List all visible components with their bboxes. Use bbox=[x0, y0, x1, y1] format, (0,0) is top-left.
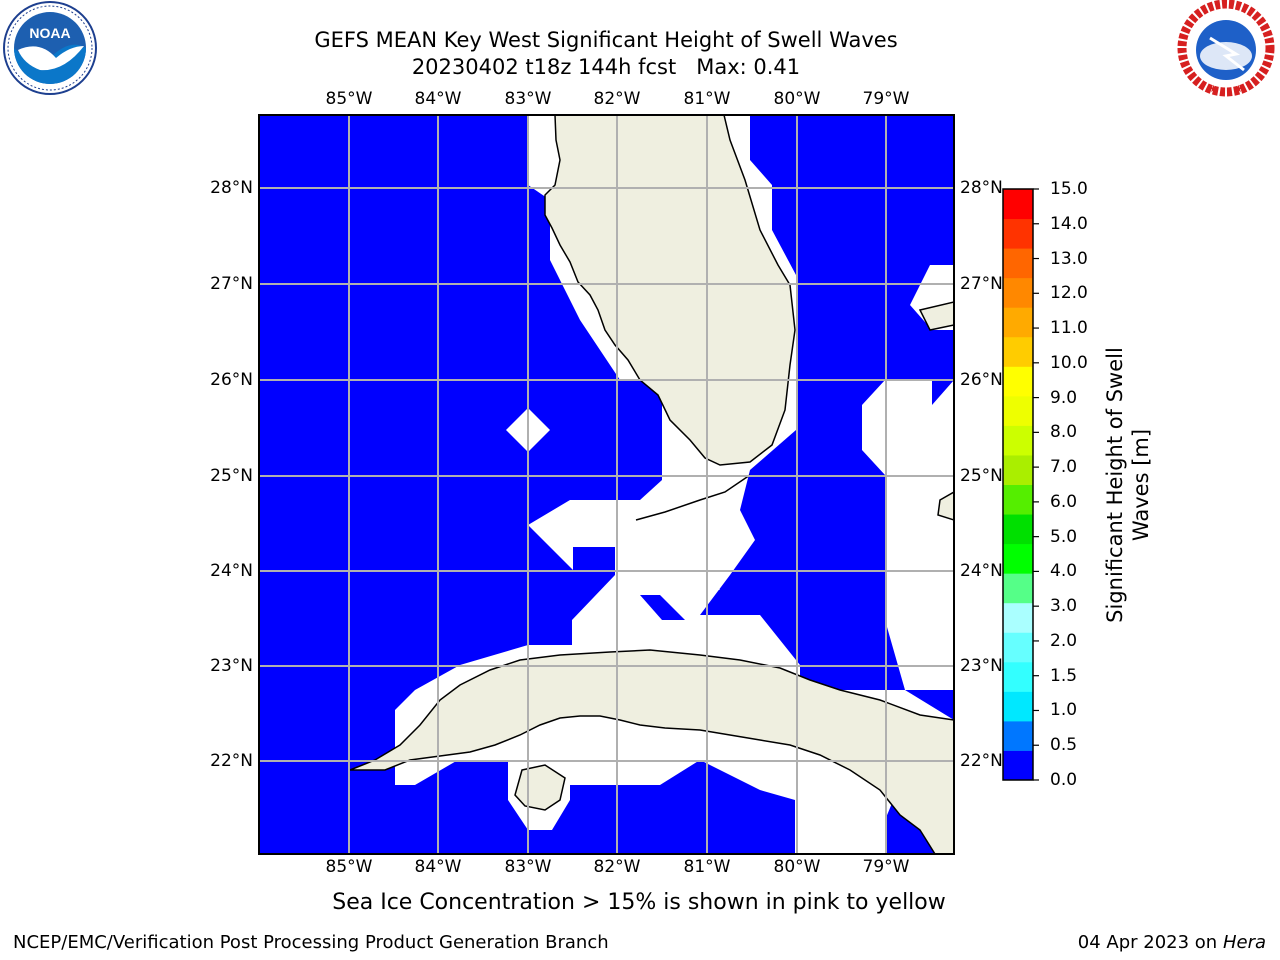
colorbar-tick-label: 6.0 bbox=[1050, 491, 1078, 512]
colorbar-frame bbox=[1002, 188, 1034, 781]
colorbar-tick-label: 0.0 bbox=[1050, 770, 1078, 790]
colorbar-tick-label: 7.0 bbox=[1050, 457, 1078, 478]
lat-label-left: 28°N bbox=[210, 178, 253, 198]
colorbar-bin bbox=[1003, 514, 1033, 545]
map-frame bbox=[258, 114, 955, 855]
lat-label-left: 23°N bbox=[210, 656, 253, 676]
noaa-logo: NOAA bbox=[3, 1, 97, 95]
lat-label-left: 25°N bbox=[210, 466, 253, 486]
lat-label-right: 23°N bbox=[960, 656, 1003, 676]
lon-label-top: 83°W bbox=[504, 89, 552, 109]
colorbar-tick-label: 14.0 bbox=[1050, 213, 1088, 234]
colorbar-bin bbox=[1003, 632, 1033, 663]
colorbar-bin bbox=[1003, 720, 1033, 751]
credit-machine: Hera bbox=[1222, 932, 1266, 953]
lon-label-top: 82°W bbox=[593, 89, 641, 109]
svg-text:★: ★ bbox=[1234, 84, 1243, 95]
colorbar-bin bbox=[1003, 602, 1033, 633]
colorbar bbox=[1002, 188, 1039, 781]
lon-label-top: 79°W bbox=[862, 89, 910, 109]
noaa-logo-text: NOAA bbox=[29, 25, 70, 41]
lat-label-right: 24°N bbox=[960, 561, 1003, 581]
lat-label-right: 25°N bbox=[960, 466, 1003, 486]
colorbar-tick-label: 15.0 bbox=[1050, 179, 1088, 199]
lon-label-top: 80°W bbox=[773, 89, 821, 109]
credit-organization: NCEP/EMC/Verification Post Processing Pr… bbox=[13, 932, 609, 953]
cuba-land bbox=[349, 649, 954, 854]
lon-label-bottom: 83°W bbox=[504, 857, 552, 877]
colorbar-bin bbox=[1003, 336, 1033, 367]
lon-label-bottom: 82°W bbox=[593, 857, 641, 877]
lon-label-bottom: 79°W bbox=[862, 857, 910, 877]
chart-subtitle: 20230402 t18z 144h fcst Max: 0.41 bbox=[411, 55, 801, 79]
credit-date: 04 Apr 2023 on Hera bbox=[1078, 932, 1266, 953]
colorbar-bin bbox=[1003, 189, 1033, 220]
colorbar-bin bbox=[1003, 248, 1033, 279]
colorbar-tick-label: 4.0 bbox=[1050, 561, 1078, 582]
sea-ice-footnote: Sea Ice Concentration > 15% is shown in … bbox=[332, 890, 946, 915]
chart-title: GEFS MEAN Key West Significant Height of… bbox=[314, 28, 898, 52]
colorbar-bin bbox=[1003, 395, 1033, 426]
colorbar-bin bbox=[1003, 573, 1033, 604]
lat-label-right: 22°N bbox=[960, 751, 1003, 771]
nws-logo: ★ ★ bbox=[1177, 0, 1275, 97]
lat-label-left: 27°N bbox=[210, 274, 253, 294]
colorbar-bin bbox=[1003, 307, 1033, 338]
colorbar-tick-label: 12.0 bbox=[1050, 283, 1088, 304]
colorbar-tick-label: 5.0 bbox=[1050, 526, 1078, 547]
lat-label-left: 26°N bbox=[210, 370, 253, 390]
colorbar-bin bbox=[1003, 661, 1033, 692]
colorbar-tick-label: 9.0 bbox=[1050, 387, 1078, 408]
colorbar-tick-label: 1.5 bbox=[1050, 665, 1078, 686]
colorbar-bin bbox=[1003, 750, 1033, 781]
colorbar-tick-label: 10.0 bbox=[1050, 352, 1088, 373]
lat-label-right: 28°N bbox=[960, 178, 1003, 198]
florida-land bbox=[544, 115, 796, 466]
lat-label-right: 26°N bbox=[960, 370, 1003, 390]
colorbar-bin bbox=[1003, 691, 1033, 722]
lat-label-left: 22°N bbox=[210, 751, 253, 771]
lon-label-bottom: 80°W bbox=[773, 857, 821, 877]
colorbar-tick-label: 3.0 bbox=[1050, 596, 1078, 617]
lon-label-bottom: 81°W bbox=[683, 857, 731, 877]
lat-label-left: 24°N bbox=[210, 561, 253, 581]
lat-label-right: 27°N bbox=[960, 274, 1003, 294]
lon-label-bottom: 84°W bbox=[414, 857, 462, 877]
colorbar-tick-label: 2.0 bbox=[1050, 630, 1078, 651]
colorbar-bin bbox=[1003, 366, 1033, 397]
credit-date-text: 04 Apr 2023 on bbox=[1077, 932, 1218, 953]
map-area bbox=[259, 115, 954, 854]
svg-text:★: ★ bbox=[1209, 84, 1218, 95]
colorbar-tick-label: 13.0 bbox=[1050, 248, 1088, 269]
colorbar-tick-label: 8.0 bbox=[1050, 422, 1078, 443]
colorbar-bin bbox=[1003, 543, 1033, 574]
lon-label-top: 84°W bbox=[414, 89, 462, 109]
gridlines bbox=[259, 115, 954, 854]
colorbar-bin bbox=[1003, 218, 1033, 249]
colorbar-title: Significant Height of Swell Waves [m] bbox=[1103, 347, 1153, 623]
bahamas-land bbox=[918, 301, 954, 331]
colorbar-bin bbox=[1003, 484, 1033, 515]
colorbar-tick-label: 1.0 bbox=[1050, 700, 1078, 721]
colorbar-bin bbox=[1003, 425, 1033, 456]
colorbar-tick-label: 11.0 bbox=[1050, 318, 1088, 339]
colorbar-tick-label: 0.5 bbox=[1050, 735, 1078, 756]
florida-keys bbox=[635, 474, 751, 521]
colorbar-bin bbox=[1003, 454, 1033, 485]
lon-label-bottom: 85°W bbox=[325, 857, 373, 877]
colorbar-bin bbox=[1003, 277, 1033, 308]
lon-label-top: 81°W bbox=[683, 89, 731, 109]
lon-label-top: 85°W bbox=[325, 89, 373, 109]
